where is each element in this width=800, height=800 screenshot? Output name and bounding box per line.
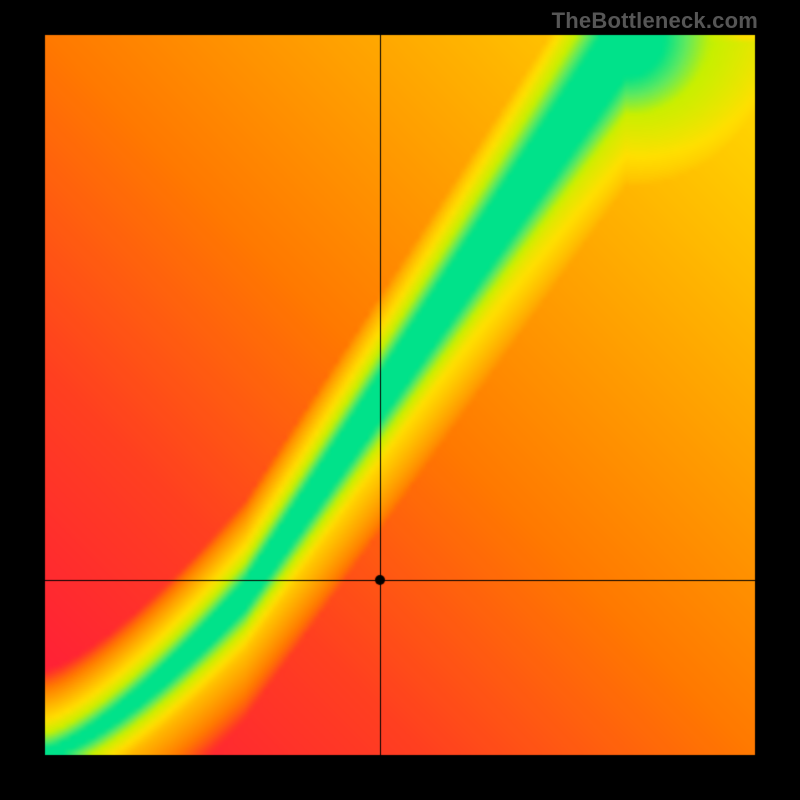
bottleneck-heatmap	[0, 0, 800, 800]
watermark-text: TheBottleneck.com	[552, 8, 758, 34]
